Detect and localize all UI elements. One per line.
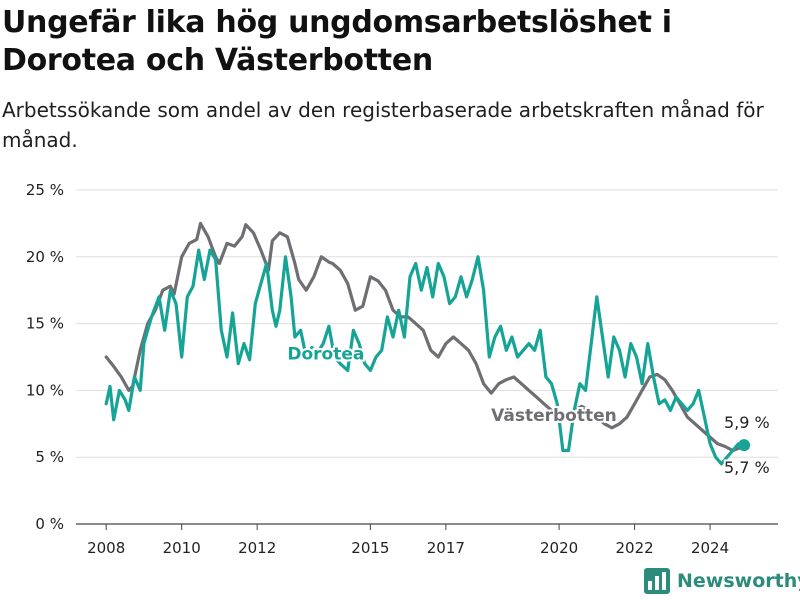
x-tick-label: 2008 bbox=[87, 539, 125, 557]
x-axis-ticks: 2008 2010 2012 2015 2017 2020 2022 2024 bbox=[87, 524, 729, 557]
gridlines bbox=[76, 189, 778, 525]
vasterbotten-end-label: 5,7 % bbox=[724, 458, 770, 477]
x-tick-label: 2012 bbox=[238, 539, 276, 557]
y-tick-label: 15 % bbox=[26, 315, 64, 333]
series-line-dorotea bbox=[104, 248, 746, 466]
y-tick-label: 0 % bbox=[35, 515, 64, 533]
newsworthy-brand: Newsworthy bbox=[644, 568, 800, 594]
series-line-vsterbotten bbox=[104, 221, 750, 453]
series-label-dorotea: Dorotea bbox=[287, 345, 364, 365]
newsworthy-chart-logo-icon bbox=[644, 568, 670, 594]
series-labels: Västerbotten Dorotea 5,9 % 5,7 % bbox=[285, 343, 771, 479]
y-tick-label: 20 % bbox=[26, 248, 64, 266]
chart-subtitle: Arbetssökande som andel av den registerb… bbox=[2, 98, 764, 152]
chart-title: Ungefär lika hög ungdomsarbetslöshet i D… bbox=[2, 5, 672, 78]
x-tick-label: 2024 bbox=[691, 539, 729, 557]
dorotea-end-marker bbox=[738, 439, 751, 452]
y-tick-label: 5 % bbox=[35, 448, 64, 466]
x-tick-label: 2015 bbox=[351, 539, 389, 557]
y-tick-label: 10 % bbox=[26, 381, 64, 399]
x-tick-label: 2022 bbox=[615, 539, 653, 557]
series-lines bbox=[104, 221, 750, 466]
x-tick-label: 2017 bbox=[427, 539, 465, 557]
y-tick-label: 25 % bbox=[26, 181, 64, 199]
brand-name: Newsworthy bbox=[677, 570, 800, 592]
y-axis-ticks: 0 % 5 % 10 % 15 % 20 % 25 % bbox=[26, 181, 64, 533]
dorotea-end-label: 5,9 % bbox=[724, 413, 770, 432]
x-tick-label: 2010 bbox=[163, 539, 201, 557]
series-label-vsterbotten: Västerbotten bbox=[491, 406, 617, 426]
x-tick-label: 2020 bbox=[540, 539, 578, 557]
